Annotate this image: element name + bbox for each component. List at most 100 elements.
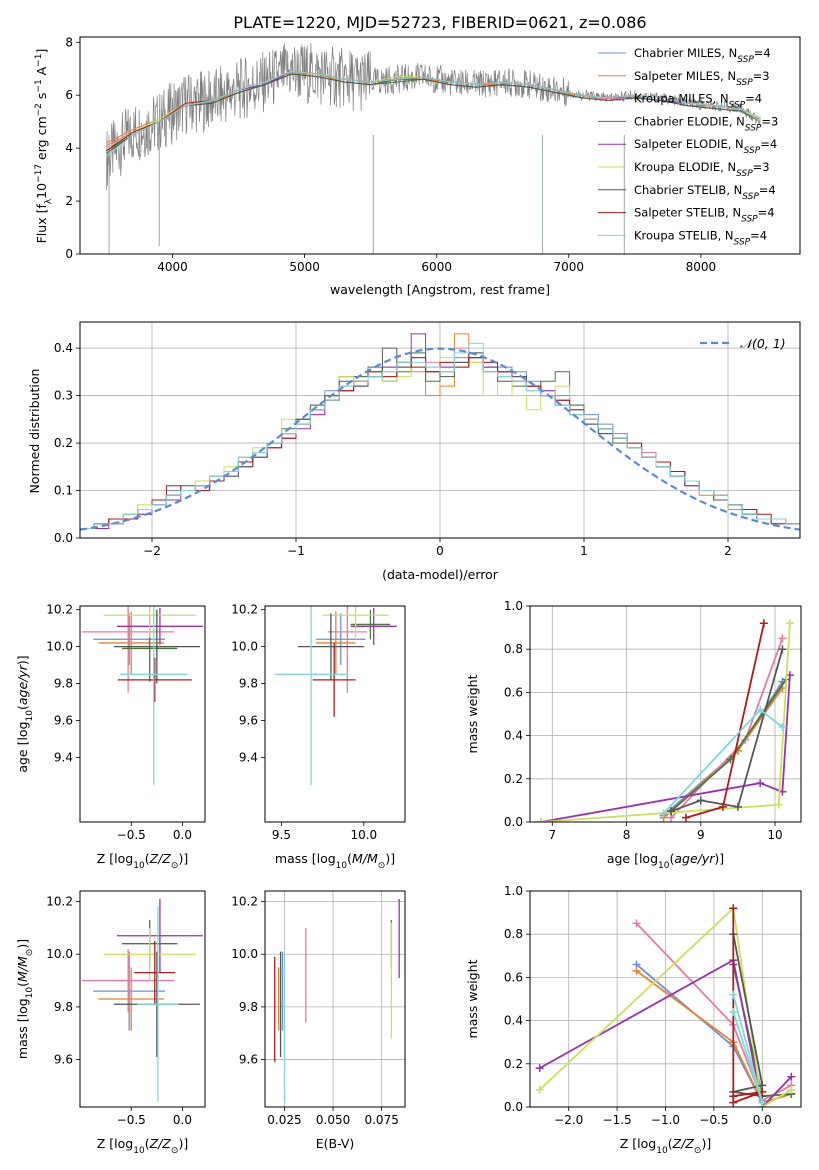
y-tick-label: 10.0 — [46, 640, 73, 654]
label-part: Kroupa STELIB, N — [634, 228, 734, 242]
y-tick-label: 0.0 — [504, 1100, 523, 1114]
weight-marker — [667, 807, 676, 816]
label-part: −1 — [34, 54, 44, 67]
x-tick-label: 8000 — [686, 260, 717, 274]
label-part: =3 — [753, 69, 770, 83]
plot-area — [537, 619, 794, 822]
y-tick-label: 0.4 — [504, 1014, 523, 1028]
label-part: Flux [f — [34, 204, 49, 244]
weight-marker — [778, 722, 787, 731]
x-tick-label: 0.0 — [173, 1113, 192, 1127]
legend-label: 𝒩(0, 1) — [740, 336, 786, 351]
label-part: Salpeter ELODIE, N — [634, 137, 744, 151]
label-part: −17 — [34, 164, 44, 183]
label-part: =4 — [750, 228, 767, 242]
y-tick-label: 0.4 — [54, 341, 73, 355]
label-part: Chabrier ELODIE, N — [634, 114, 745, 128]
label-part: −1 — [34, 79, 44, 92]
plot-area — [82, 606, 203, 786]
y-tick-label: 0.8 — [504, 642, 523, 656]
axes-frame — [79, 605, 206, 823]
plot-area — [80, 333, 800, 531]
label-part: age [log — [15, 721, 30, 772]
y-tick-label: 9.8 — [239, 1000, 258, 1014]
label-part: )] — [15, 655, 30, 665]
weight-marker — [535, 1085, 544, 1094]
model-line-kroupa-stelib — [106, 70, 761, 157]
plot-area — [106, 43, 761, 254]
label-part: )] — [385, 851, 395, 866]
label-part: ⊙ — [171, 1146, 179, 1156]
y-axis-label: mass weight — [465, 674, 480, 753]
label-part: Salpeter STELIB, N — [634, 206, 741, 220]
label-part: Salpeter MILES, N — [634, 69, 736, 83]
mass-vs-extinction-panel: 0.025 0.050 0.075 9.6 9.8 10.0 10.2 E(B-V) — [231, 890, 406, 1151]
label-part: SSP — [742, 192, 759, 202]
legend-label: Kroupa ELODIE, NSSP=3 — [634, 160, 770, 179]
x-axis-label: (data-model)/error — [382, 567, 499, 582]
y-tick-label: 10.0 — [46, 947, 73, 961]
x-tick-label: 5000 — [289, 260, 320, 274]
weight-marker — [537, 818, 546, 822]
x-tick-label: 9 — [697, 828, 705, 842]
axes-frame — [529, 890, 802, 1108]
y-tick-label: 10.0 — [231, 947, 258, 961]
weight-marker — [729, 904, 738, 913]
x-tick-label: 8 — [623, 828, 631, 842]
label-part: )] — [714, 851, 724, 866]
label-part: 10 — [336, 861, 348, 871]
axes-frame — [529, 605, 802, 823]
label-part: Z/Z — [149, 1136, 172, 1151]
weight-marker — [729, 1007, 738, 1016]
y-tick-label: 9.6 — [54, 713, 73, 727]
legend-label: Salpeter STELIB, NSSP=4 — [634, 206, 775, 225]
plot-area — [82, 898, 203, 1102]
spectrum-panel: 4000 5000 6000 7000 8000 0 2 4 6 8 Chabrier MILES,… — [34, 35, 801, 297]
age-vs-metallicity-panel: −0.5 0.09.49.69.810.010.2Z [log10(Z/Z⊙)]a… — [15, 603, 206, 871]
x-tick-label: −0.5 — [699, 1113, 728, 1127]
y-tick-label: 9.8 — [54, 1000, 73, 1014]
weight-marker — [632, 966, 641, 975]
legend-label: Chabrier MILES, NSSP=4 — [634, 46, 771, 65]
x-tick-label: −0.5 — [117, 1113, 146, 1127]
x-tick-label: 0.0 — [173, 828, 192, 842]
plot-area — [535, 904, 796, 1107]
weight-marker — [696, 796, 705, 805]
label-part: =4 — [754, 46, 771, 60]
label-part: )] — [178, 851, 188, 866]
weight-marker — [778, 645, 787, 654]
y-tick-label: 9.8 — [239, 677, 258, 691]
label-part: ( — [347, 851, 352, 866]
label-part: SSP — [736, 169, 753, 179]
mass-vs-metallicity-panel: −0.5 0.09.69.810.010.2Z [log10(Z/Z⊙)]mass… — [15, 890, 206, 1156]
label-part: λ — [44, 198, 54, 204]
axes-frame — [79, 36, 801, 255]
weight-marker — [774, 800, 783, 809]
label-part: )] — [178, 1136, 188, 1151]
x-tick-label: 0.050 — [316, 1113, 350, 1127]
y-tick-label: 0.6 — [504, 970, 523, 984]
y-tick-label: 1.0 — [504, 599, 523, 613]
y-tick-label: 10.2 — [46, 603, 73, 617]
weight-marker — [729, 990, 738, 999]
label-part: M/M — [15, 956, 30, 982]
y-tick-label: 9.6 — [239, 1053, 258, 1067]
plot-area — [274, 606, 397, 786]
x-axis-label: E(B-V) — [316, 1136, 355, 1151]
label-part: Z [log — [620, 1136, 656, 1151]
label-part: Chabrier STELIB, N — [634, 183, 742, 197]
label-part: Z/Z — [672, 1136, 695, 1151]
label-part: ( — [668, 1136, 673, 1151]
weight-line-salpeter-miles — [662, 687, 784, 819]
x-tick-label: −2.0 — [554, 1113, 583, 1127]
label-part: ] — [34, 49, 49, 54]
label-part: Z [log — [97, 851, 133, 866]
label-part: −2 — [34, 103, 44, 116]
y-tick-label: 10.2 — [231, 603, 258, 617]
label-part: ( — [669, 851, 674, 866]
y-tick-label: 0.8 — [504, 927, 523, 941]
label-part: ( — [145, 1136, 150, 1151]
label-part: SSP — [744, 146, 761, 156]
mass-weight-vs-metallicity-panel: −2.0 −1.5 −1.0 −0.5 0.0 0.0 0.2 0.4 0.6 0.8 1.0 Z [… — [465, 884, 802, 1156]
